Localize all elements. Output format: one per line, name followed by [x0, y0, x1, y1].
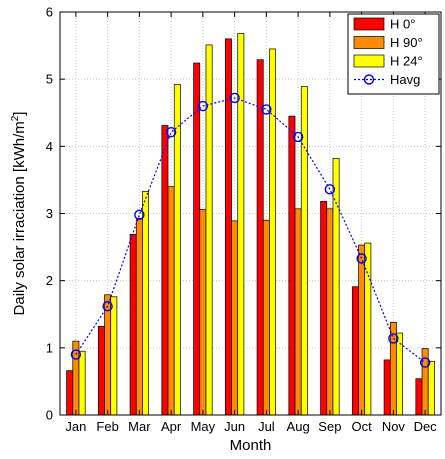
- y-tick-label: 3: [46, 206, 53, 221]
- bar: [358, 244, 366, 416]
- havg-point: [419, 357, 431, 368]
- y-tick-label: 2: [46, 273, 53, 288]
- bar: [320, 201, 328, 416]
- y-axis-label-suffix: ]: [11, 112, 28, 116]
- x-tick-label: Feb: [96, 419, 118, 434]
- havg-line: [75, 97, 426, 364]
- bar: [205, 44, 213, 416]
- y-axis-label: Daily solar irraciation [kWh/m2]: [10, 112, 28, 316]
- legend-label: H 24°: [390, 54, 423, 69]
- bar: [237, 33, 245, 416]
- bars: [66, 33, 435, 416]
- y-tick-label: 1: [46, 340, 53, 355]
- havg-point: [102, 300, 113, 312]
- x-tick-label: May: [191, 419, 216, 434]
- x-tick-label: Oct: [352, 419, 373, 434]
- legend-label: Havg: [390, 72, 420, 87]
- havg-point: [197, 100, 209, 112]
- legend: H 0° H 90° H 24° Havg: [347, 13, 440, 95]
- bar: [66, 370, 74, 416]
- x-tick-label: Jun: [224, 419, 245, 434]
- havg-point: [261, 104, 272, 115]
- bar: [256, 59, 264, 416]
- bar: [78, 350, 86, 416]
- havg-point: [356, 253, 367, 264]
- bar: [161, 125, 169, 416]
- y-tick-label: 4: [46, 139, 53, 154]
- legend-label: H 0°: [390, 17, 415, 32]
- y-tick-label: 6: [46, 5, 53, 20]
- bar: [167, 186, 175, 416]
- bar: [129, 233, 137, 416]
- havg-point: [229, 92, 240, 104]
- x-axis-label: Month: [230, 437, 272, 454]
- legend-label: H 90°: [390, 35, 423, 50]
- bar: [72, 340, 80, 416]
- legend-swatch: [353, 54, 385, 68]
- bar: [110, 296, 118, 416]
- bar: [288, 115, 296, 416]
- bar: [332, 158, 340, 416]
- average-line: [70, 92, 431, 368]
- bar: [199, 209, 207, 416]
- bar: [415, 378, 423, 416]
- havg-point: [388, 333, 399, 344]
- x-tick-label: Nov: [382, 419, 406, 434]
- bar: [135, 217, 143, 416]
- x-tick-label: Apr: [161, 419, 182, 434]
- y-tick-label: 0: [46, 408, 53, 423]
- havg-point: [324, 184, 336, 195]
- x-tick-label: Aug: [287, 419, 310, 434]
- bar: [97, 325, 105, 416]
- havg-point: [70, 349, 82, 360]
- legend-swatch: [353, 17, 385, 31]
- y-axis-label-superscript: 2: [10, 115, 21, 121]
- havg-point: [165, 127, 177, 138]
- bar: [104, 294, 112, 416]
- legend-swatch: [353, 36, 385, 49]
- bar: [262, 219, 270, 416]
- bar: [427, 360, 435, 416]
- y-axis-label-main: Daily solar irraciation [kWh/m: [11, 121, 28, 315]
- x-tick-label: Jul: [258, 419, 275, 434]
- x-tick-label: Sep: [318, 419, 341, 434]
- bar: [231, 220, 239, 416]
- legend-marker: [363, 74, 375, 85]
- bar: [383, 359, 391, 416]
- bar: [142, 190, 150, 416]
- x-tick-label: Mar: [128, 419, 151, 434]
- bar: [389, 321, 397, 416]
- x-tick-label: Jan: [65, 419, 86, 434]
- bar: [294, 208, 302, 416]
- x-tick-label: Dec: [414, 419, 438, 434]
- bar: [193, 62, 201, 416]
- y-tick-label: 5: [46, 72, 53, 87]
- bar: [396, 332, 404, 416]
- bar: [351, 286, 359, 416]
- bar: [326, 208, 334, 416]
- bar: [269, 48, 277, 416]
- havg-point: [134, 209, 145, 221]
- havg-point: [292, 131, 304, 143]
